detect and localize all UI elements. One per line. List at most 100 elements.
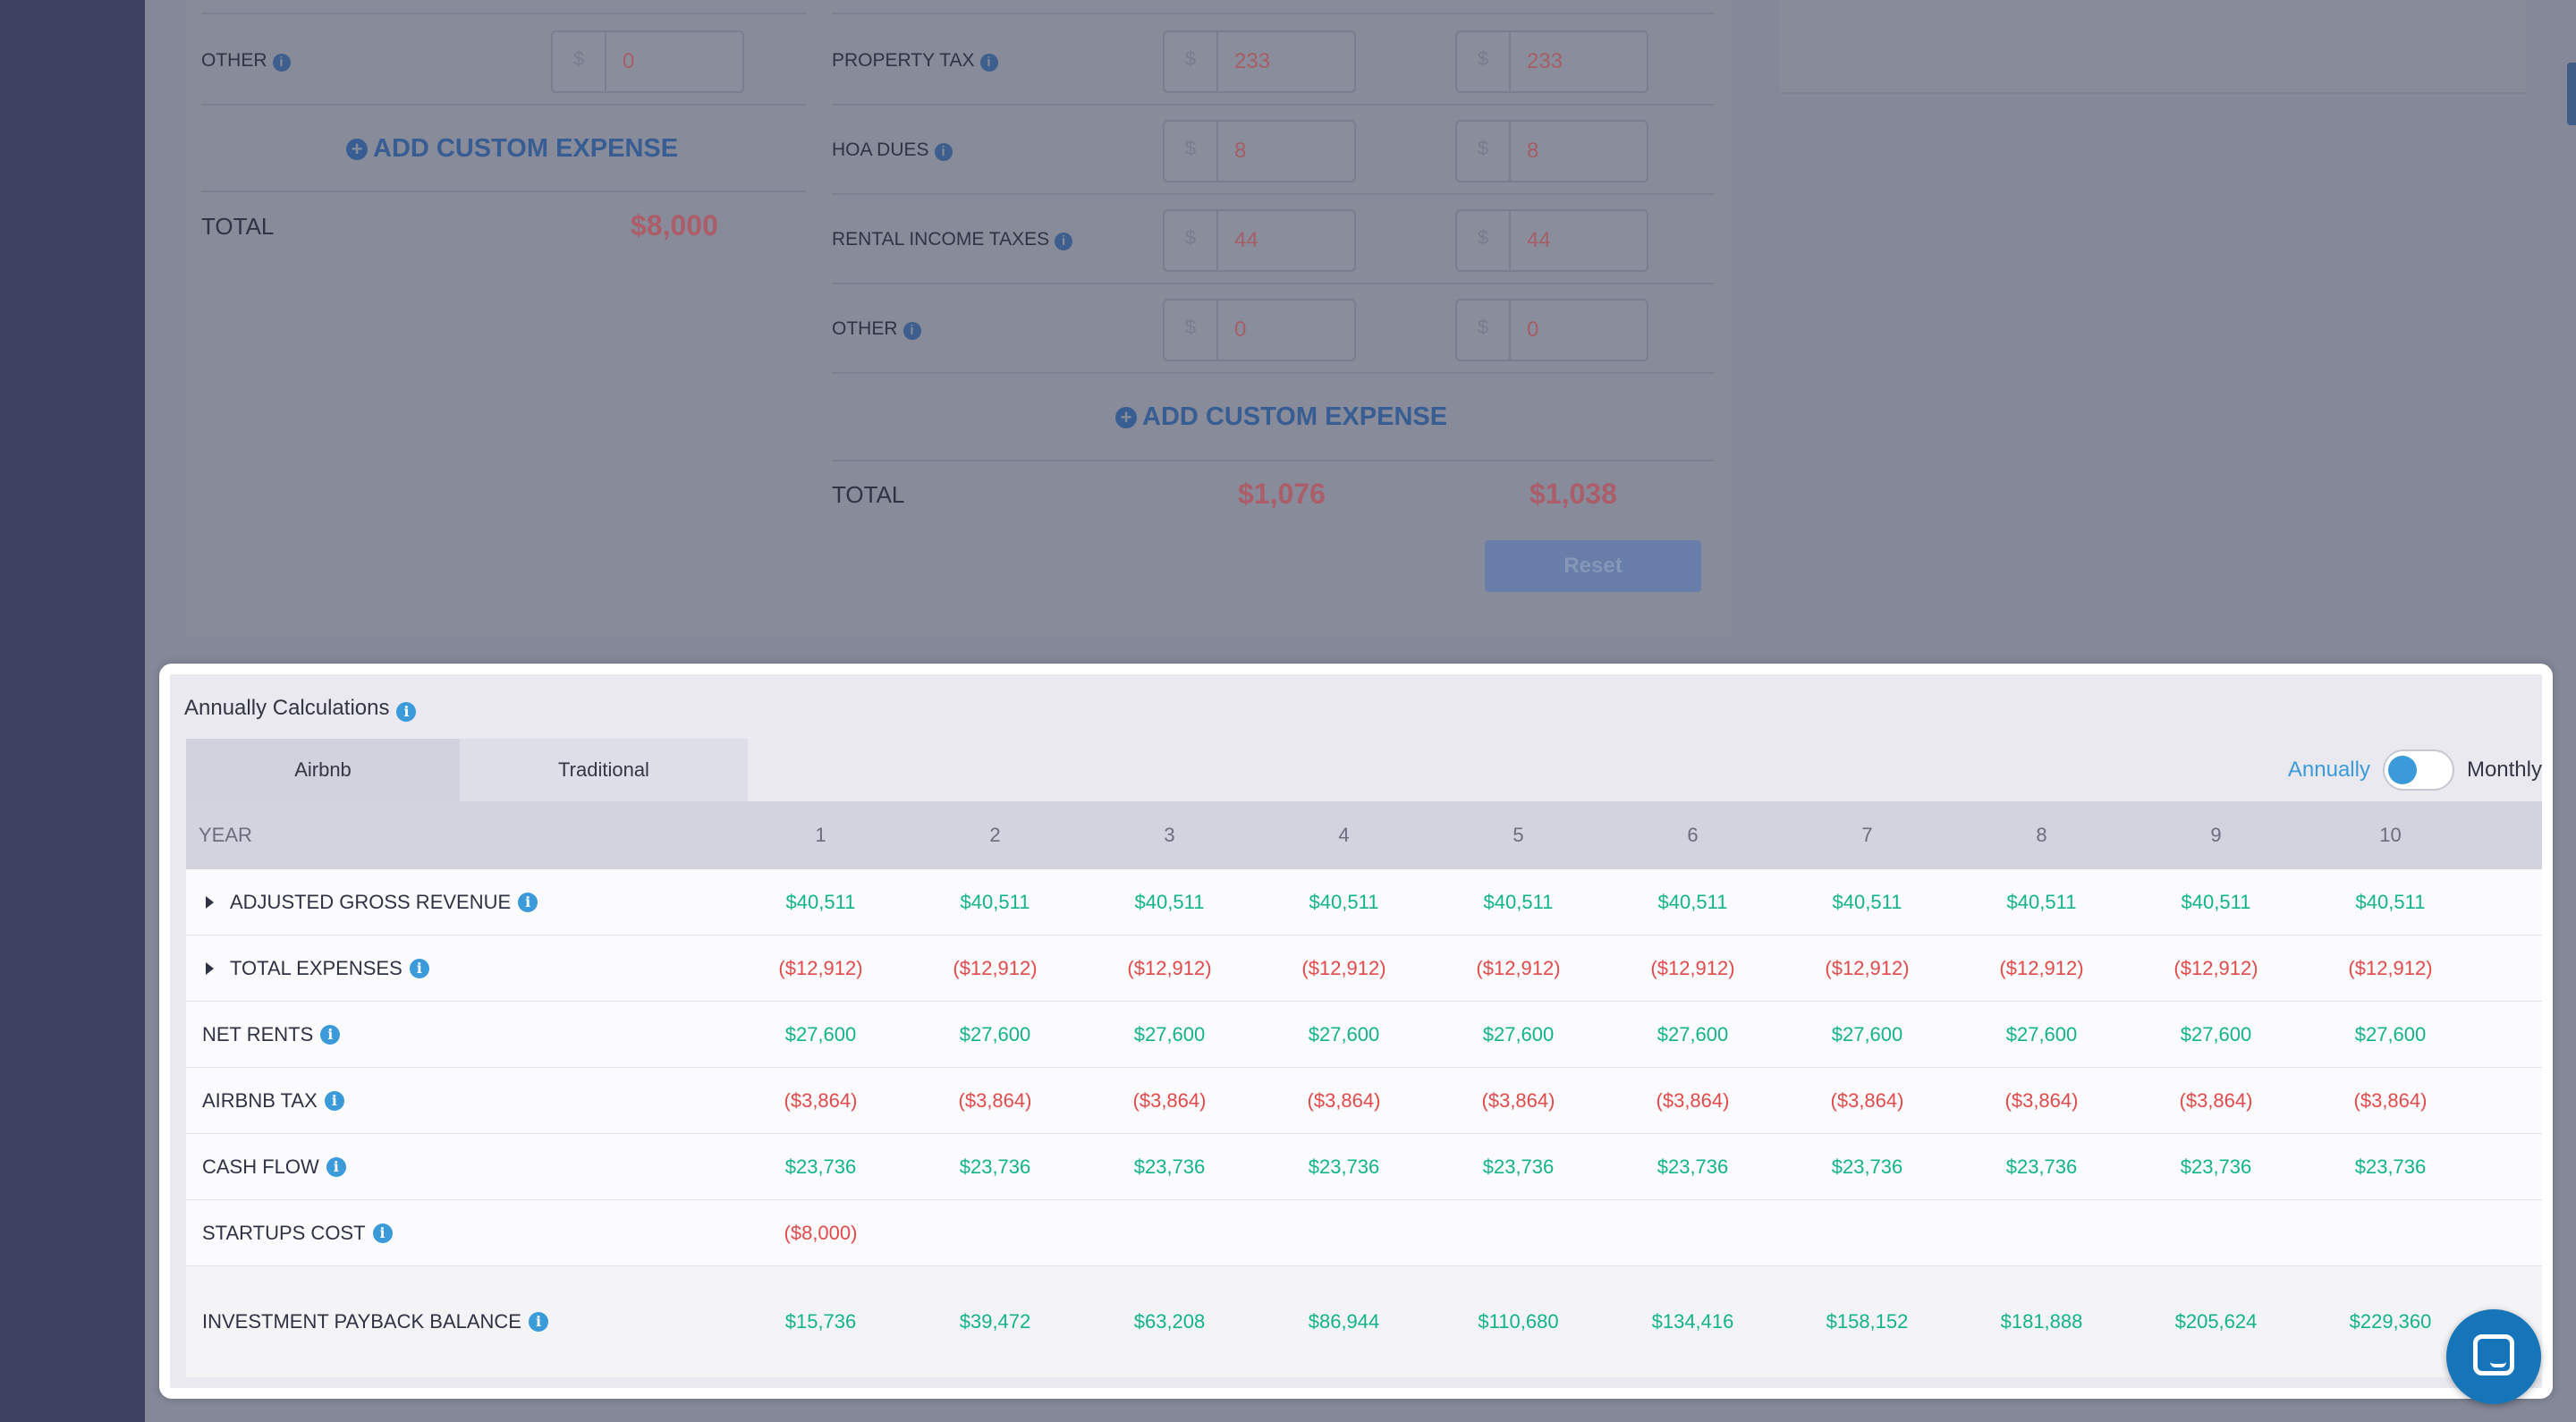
info-icon[interactable]: i bbox=[324, 1090, 344, 1111]
table-cell: ($3,864) bbox=[1132, 1088, 1207, 1112]
row-values: ($3,864) ($3,864) ($3,864) ($3,864) ($3,864)… bbox=[733, 1088, 2542, 1113]
table-body: ADJUSTED GROSS REVENUE i $40,511 $40,511 $40… bbox=[186, 869, 2542, 1377]
hoa-dues-input-b[interactable]: $8 bbox=[1455, 120, 1648, 182]
period-toggle-group: Annually Monthly bbox=[2288, 739, 2542, 801]
table-cell: ($8,000) bbox=[784, 1221, 858, 1244]
table-cell: ($3,864) bbox=[2353, 1088, 2428, 1112]
dollar-prefix: $ bbox=[1165, 300, 1218, 360]
table-cell: ($12,912) bbox=[1825, 956, 1910, 979]
row-label: ADJUSTED GROSS REVENUE i bbox=[186, 891, 733, 914]
total-label: TOTAL bbox=[832, 481, 905, 508]
info-icon[interactable]: i bbox=[409, 958, 429, 978]
input-value: 8 bbox=[1527, 139, 1539, 163]
add-custom-expense-link[interactable]: + ADD CUSTOM EXPENSE bbox=[1115, 402, 1447, 432]
period-toggle-switch[interactable] bbox=[2382, 749, 2454, 791]
table-cell bbox=[1606, 1222, 1780, 1245]
chat-bubble-icon bbox=[2473, 1334, 2514, 1375]
table-cell: ($3,864) bbox=[1830, 1088, 1904, 1112]
property-tax-input-b[interactable]: $233 bbox=[1455, 30, 1648, 93]
divider bbox=[832, 283, 1714, 284]
info-icon[interactable]: i bbox=[528, 1312, 548, 1332]
year-header-cell: 6 bbox=[1687, 824, 1699, 846]
hoa-dues-input-a[interactable]: $8 bbox=[1163, 120, 1356, 182]
annually-calculations-panel: Annually Calculations i Airbnb Traditiona… bbox=[159, 664, 2553, 1399]
table-cell: $27,600 bbox=[1133, 1022, 1206, 1045]
table-cell: $40,511 bbox=[2355, 890, 2426, 913]
other-input[interactable]: $0 bbox=[551, 30, 744, 93]
table-cell: $40,511 bbox=[2181, 890, 2251, 913]
add-custom-expense-link[interactable]: + ADD CUSTOM EXPENSE bbox=[346, 134, 678, 164]
table-cell: $40,511 bbox=[1483, 890, 1554, 913]
row-label: AIRBNB TAX i bbox=[186, 1089, 733, 1113]
info-icon[interactable]: i bbox=[518, 892, 538, 912]
info-icon[interactable]: i bbox=[934, 143, 953, 161]
expand-caret-icon[interactable] bbox=[206, 895, 214, 909]
calculations-table: YEAR 1 2 3 4 5 6 7 8 9 10 ADJUSTED GROSS… bbox=[186, 801, 2542, 1377]
info-icon[interactable]: i bbox=[372, 1223, 393, 1243]
monthly-label[interactable]: Monthly bbox=[2466, 758, 2542, 782]
panel-title-text: Annually Calculations bbox=[184, 696, 390, 720]
table-cell: $40,511 bbox=[785, 890, 856, 913]
property-tax-input-a[interactable]: $233 bbox=[1163, 30, 1356, 93]
chat-smile-mark bbox=[2490, 1362, 2506, 1367]
table-cell: ($12,912) bbox=[1301, 956, 1386, 979]
year-header-cell: 3 bbox=[1164, 824, 1175, 846]
chat-launcher-button[interactable] bbox=[2446, 1309, 2541, 1404]
table-cell: $40,511 bbox=[2006, 890, 2077, 913]
row-values: $27,600 $27,600 $27,600 $27,600 $27,600 $27,6… bbox=[733, 1022, 2542, 1046]
other-value: 0 bbox=[623, 49, 635, 73]
divider bbox=[201, 190, 806, 192]
table-header: YEAR 1 2 3 4 5 6 7 8 9 10 bbox=[186, 801, 2542, 869]
side-tab[interactable] bbox=[2567, 63, 2576, 125]
info-icon[interactable]: i bbox=[902, 322, 921, 340]
info-icon[interactable]: i bbox=[396, 702, 417, 722]
dollar-prefix: $ bbox=[1457, 32, 1511, 91]
info-icon[interactable]: i bbox=[979, 54, 998, 72]
input-value: 233 bbox=[1234, 49, 1271, 73]
table-cell: $23,736 bbox=[2354, 1155, 2427, 1178]
reset-button[interactable]: Reset bbox=[1485, 540, 1701, 592]
table-cell: $23,736 bbox=[1133, 1155, 1206, 1178]
year-header-cell: 1 bbox=[815, 824, 826, 846]
rental-income-taxes-input-b[interactable]: $44 bbox=[1455, 209, 1648, 272]
table-cell: ($12,912) bbox=[1476, 956, 1561, 979]
table-cell: ($12,912) bbox=[778, 956, 863, 979]
rental-income-taxes-input-a[interactable]: $44 bbox=[1163, 209, 1356, 272]
table-cell: $23,736 bbox=[2180, 1155, 2252, 1178]
dollar-prefix: $ bbox=[1165, 122, 1218, 181]
tab-airbnb[interactable]: Airbnb bbox=[186, 739, 460, 801]
table-cell: $15,736 bbox=[784, 1310, 857, 1333]
table-row: STARTUPS COST i ($8,000) bbox=[186, 1200, 2542, 1266]
table-cell: $23,736 bbox=[959, 1155, 1031, 1178]
info-icon[interactable]: i bbox=[1055, 233, 1073, 250]
annually-label[interactable]: Annually bbox=[2287, 758, 2370, 782]
row-label: STARTUPS COST i bbox=[186, 1222, 733, 1245]
table-cell: ($3,864) bbox=[2179, 1088, 2253, 1112]
other-expense-input-b[interactable]: $0 bbox=[1455, 299, 1648, 361]
table-cell: $27,600 bbox=[784, 1022, 857, 1045]
tab-traditional[interactable]: Traditional bbox=[460, 739, 748, 801]
expand-caret-icon[interactable] bbox=[206, 961, 214, 975]
year-header-cell: 2 bbox=[989, 824, 1001, 846]
total-value: $8,000 bbox=[631, 209, 718, 241]
row-label-text: NET RENTS bbox=[202, 1022, 314, 1045]
row-values: $40,511 $40,511 $40,511 $40,511 $40,511 $40,5… bbox=[733, 890, 2542, 914]
dollar-prefix: $ bbox=[1165, 211, 1218, 270]
info-icon[interactable]: i bbox=[326, 1156, 346, 1177]
table-cell bbox=[2303, 1222, 2478, 1245]
info-icon[interactable]: i bbox=[272, 54, 291, 72]
table-cell: $40,511 bbox=[1309, 890, 1379, 913]
input-value: 44 bbox=[1234, 228, 1258, 252]
calc-tabs: Airbnb Traditional bbox=[186, 739, 748, 801]
table-cell: $40,511 bbox=[1832, 890, 1902, 913]
other-expense-input-a[interactable]: $0 bbox=[1163, 299, 1356, 361]
table-cell: ($12,912) bbox=[953, 956, 1038, 979]
table-row[interactable]: ADJUSTED GROSS REVENUE i $40,511 $40,511 $40… bbox=[186, 869, 2542, 935]
table-cell: ($3,864) bbox=[784, 1088, 858, 1112]
divider bbox=[832, 13, 1714, 14]
table-row[interactable]: TOTAL EXPENSES i ($12,912) ($12,912) ($12,91… bbox=[186, 935, 2542, 1002]
table-cell bbox=[908, 1222, 1082, 1245]
other-expense-label: OTHER i bbox=[832, 318, 921, 340]
plus-circle-icon: + bbox=[1115, 407, 1137, 428]
info-icon[interactable]: i bbox=[320, 1024, 341, 1045]
